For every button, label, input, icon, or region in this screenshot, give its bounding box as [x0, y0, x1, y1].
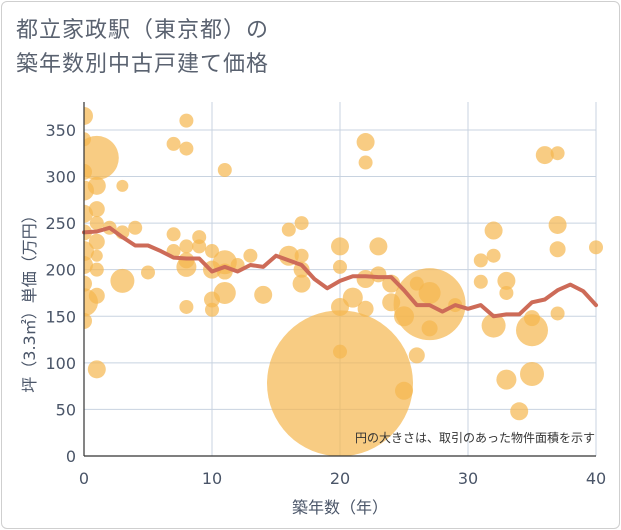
- data-bubble: [421, 320, 438, 337]
- data-bubble: [358, 155, 373, 170]
- data-bubble: [88, 233, 105, 250]
- data-bubble: [179, 299, 194, 314]
- data-bubble: [333, 259, 347, 274]
- data-bubble: [89, 216, 104, 231]
- data-bubble: [84, 312, 92, 329]
- data-bubble: [550, 306, 565, 321]
- data-bubble: [179, 141, 194, 156]
- y-tick-label: 300: [45, 168, 76, 187]
- data-bubble: [497, 271, 516, 290]
- data-bubble: [473, 253, 488, 268]
- y-tick-label: 150: [45, 307, 76, 326]
- data-bubble: [281, 222, 296, 237]
- data-bubble: [589, 240, 603, 255]
- x-tick-label: 30: [458, 469, 478, 488]
- x-tick-label: 10: [202, 469, 222, 488]
- data-bubble: [418, 281, 441, 304]
- data-bubble: [116, 179, 129, 192]
- data-bubble: [496, 369, 517, 390]
- axes: [83, 102, 596, 457]
- data-bubble: [535, 146, 554, 165]
- data-bubble: [90, 249, 103, 262]
- data-bubble: [128, 220, 143, 235]
- data-bubble: [369, 237, 388, 256]
- data-bubble: [88, 201, 105, 218]
- data-bubble: [141, 265, 155, 280]
- data-bubble: [294, 216, 309, 231]
- data-bubble: [243, 248, 258, 263]
- y-tick-label: 50: [56, 400, 76, 419]
- data-bubble: [357, 300, 374, 317]
- data-bubble: [294, 248, 309, 263]
- average-price-line: [82, 225, 598, 319]
- data-bubble: [205, 244, 219, 259]
- data-bubble: [549, 241, 566, 258]
- y-tick-label: 250: [45, 214, 76, 233]
- data-bubble: [205, 302, 219, 317]
- data-bubble: [481, 313, 506, 338]
- y-tick-label: 0: [66, 447, 76, 466]
- chart-title-line-2: 築年数別中古戸建て価格: [16, 52, 270, 77]
- data-bubble: [176, 256, 197, 277]
- x-axis-title: 築年数（年）: [292, 498, 388, 517]
- data-bubble: [88, 287, 105, 304]
- tick-labels: 0 50 100 150 200 250 300 350 0 10 20 30 40: [45, 121, 606, 488]
- x-tick-label: 20: [330, 469, 350, 488]
- data-bubble: [484, 221, 503, 240]
- data-bubble: [87, 360, 106, 379]
- data-bubble: [84, 106, 93, 125]
- y-axis-title: 坪（3.3㎡）単価（万円）: [20, 207, 39, 392]
- data-bubble: [356, 133, 375, 152]
- data-bubble: [516, 314, 548, 347]
- data-bubble: [192, 239, 207, 254]
- y-tick-label: 100: [45, 354, 76, 373]
- data-bubble: [179, 239, 194, 254]
- bubble-layer: [84, 106, 603, 456]
- data-bubble: [179, 113, 194, 128]
- data-bubble: [486, 248, 501, 263]
- data-bubble: [87, 176, 106, 195]
- y-tick-label: 350: [45, 121, 76, 140]
- data-bubble: [267, 310, 413, 456]
- chart-title: 都立家政駅（東京都）の 築年数別中古戸建て価格: [16, 14, 269, 82]
- x-tick-label: 0: [79, 469, 89, 488]
- data-bubble: [89, 262, 104, 277]
- y-tick-label: 200: [45, 261, 76, 280]
- data-bubble: [166, 227, 181, 242]
- data-bubble: [473, 274, 488, 289]
- data-bubble: [395, 381, 413, 400]
- data-bubble: [520, 362, 544, 387]
- bubble-size-note: 円の大きさは、取引のあった物件面積を示す: [355, 430, 595, 445]
- data-bubble: [213, 281, 236, 304]
- data-bubble: [342, 287, 363, 308]
- data-bubble: [408, 347, 425, 364]
- data-bubble: [292, 274, 311, 293]
- data-bubble: [84, 135, 119, 180]
- data-bubble: [217, 163, 232, 178]
- data-bubble: [110, 268, 135, 293]
- data-bubble: [499, 285, 514, 300]
- data-bubble: [331, 237, 349, 256]
- data-bubble: [550, 146, 565, 161]
- data-bubble: [510, 402, 529, 421]
- chart-title-line-1: 都立家政駅（東京都）の: [16, 18, 270, 43]
- x-tick-label: 40: [586, 469, 606, 488]
- data-bubble: [254, 285, 273, 304]
- data-bubble: [548, 215, 567, 234]
- data-bubble: [166, 136, 181, 151]
- data-bubble: [84, 275, 92, 292]
